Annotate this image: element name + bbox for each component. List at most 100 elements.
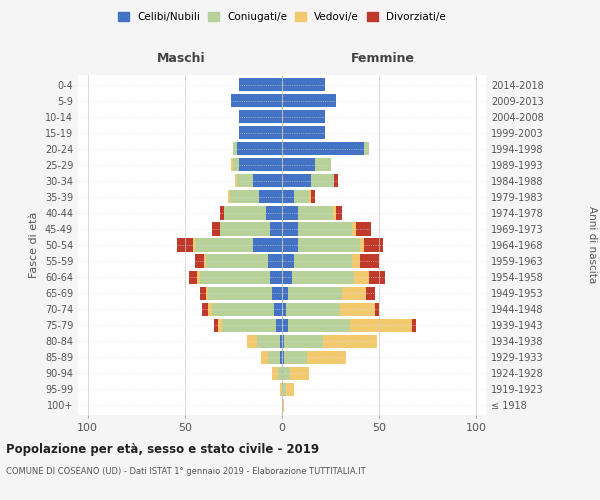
Bar bbox=[282, 126, 325, 140]
Bar bbox=[282, 254, 293, 268]
Bar bbox=[238, 142, 282, 156]
Bar bbox=[290, 366, 309, 380]
Bar bbox=[239, 126, 282, 140]
Y-axis label: Fasce di età: Fasce di età bbox=[29, 212, 39, 278]
Bar bbox=[340, 302, 375, 316]
Bar bbox=[282, 399, 284, 412]
Bar bbox=[352, 254, 360, 268]
Bar bbox=[282, 174, 311, 188]
Bar bbox=[239, 78, 282, 91]
Bar bbox=[274, 302, 282, 316]
Bar bbox=[282, 158, 315, 172]
Bar bbox=[282, 350, 284, 364]
Bar bbox=[282, 78, 325, 91]
Bar bbox=[364, 238, 383, 252]
Bar bbox=[218, 318, 222, 332]
Bar bbox=[412, 318, 416, 332]
Bar bbox=[276, 318, 282, 332]
Bar bbox=[342, 286, 365, 300]
Text: COMUNE DI COSEANO (UD) - Dati ISTAT 1° gennaio 2019 - Elaborazione TUTTITALIA.IT: COMUNE DI COSEANO (UD) - Dati ISTAT 1° g… bbox=[6, 468, 365, 476]
Bar bbox=[271, 270, 282, 283]
Bar bbox=[271, 222, 282, 235]
Bar bbox=[288, 318, 350, 332]
Text: Femmine: Femmine bbox=[351, 52, 415, 65]
Bar bbox=[220, 206, 224, 220]
Bar bbox=[284, 334, 323, 348]
Bar bbox=[206, 286, 208, 300]
Bar bbox=[177, 238, 193, 252]
Bar bbox=[260, 350, 268, 364]
Bar bbox=[193, 238, 194, 252]
Bar bbox=[298, 222, 352, 235]
Legend: Celibi/Nubili, Coniugati/e, Vedovi/e, Divorziati/e: Celibi/Nubili, Coniugati/e, Vedovi/e, Di… bbox=[116, 10, 448, 24]
Bar bbox=[360, 238, 364, 252]
Bar bbox=[315, 158, 331, 172]
Bar bbox=[323, 334, 377, 348]
Bar bbox=[282, 222, 298, 235]
Bar bbox=[257, 334, 280, 348]
Bar bbox=[280, 350, 282, 364]
Text: Maschi: Maschi bbox=[157, 52, 205, 65]
Bar bbox=[202, 302, 208, 316]
Bar bbox=[293, 190, 309, 203]
Bar bbox=[200, 286, 206, 300]
Bar bbox=[232, 158, 233, 172]
Bar bbox=[311, 190, 315, 203]
Bar bbox=[365, 286, 375, 300]
Bar bbox=[282, 318, 288, 332]
Bar bbox=[298, 206, 332, 220]
Bar bbox=[212, 222, 220, 235]
Bar bbox=[233, 142, 238, 156]
Bar bbox=[194, 254, 204, 268]
Bar bbox=[282, 366, 290, 380]
Bar bbox=[350, 318, 412, 332]
Bar bbox=[282, 238, 298, 252]
Bar bbox=[268, 350, 280, 364]
Bar bbox=[253, 174, 282, 188]
Bar bbox=[233, 158, 239, 172]
Text: Anni di nascita: Anni di nascita bbox=[587, 206, 597, 284]
Bar bbox=[247, 334, 257, 348]
Bar bbox=[282, 190, 293, 203]
Bar bbox=[360, 254, 379, 268]
Bar bbox=[282, 270, 292, 283]
Bar bbox=[282, 110, 325, 124]
Bar bbox=[224, 206, 266, 220]
Bar bbox=[282, 383, 286, 396]
Bar bbox=[370, 270, 385, 283]
Bar bbox=[364, 142, 370, 156]
Bar bbox=[354, 270, 370, 283]
Bar bbox=[356, 222, 371, 235]
Bar bbox=[208, 302, 212, 316]
Bar bbox=[272, 366, 278, 380]
Bar bbox=[292, 270, 354, 283]
Bar bbox=[220, 222, 271, 235]
Bar bbox=[197, 270, 200, 283]
Bar bbox=[286, 302, 340, 316]
Bar bbox=[334, 174, 338, 188]
Bar bbox=[253, 238, 282, 252]
Bar bbox=[332, 206, 337, 220]
Bar bbox=[232, 94, 282, 107]
Bar bbox=[204, 254, 206, 268]
Bar bbox=[280, 383, 282, 396]
Bar bbox=[282, 286, 288, 300]
Bar bbox=[239, 110, 282, 124]
Bar bbox=[286, 383, 293, 396]
Bar bbox=[266, 206, 282, 220]
Bar bbox=[282, 94, 337, 107]
Bar bbox=[222, 318, 276, 332]
Bar bbox=[282, 142, 364, 156]
Bar bbox=[278, 366, 282, 380]
Bar bbox=[189, 270, 197, 283]
Bar bbox=[208, 286, 272, 300]
Bar bbox=[212, 302, 274, 316]
Bar bbox=[230, 190, 259, 203]
Bar bbox=[337, 206, 342, 220]
Bar bbox=[311, 174, 334, 188]
Bar bbox=[227, 190, 230, 203]
Bar bbox=[293, 254, 352, 268]
Bar bbox=[309, 190, 311, 203]
Bar bbox=[235, 174, 238, 188]
Bar bbox=[239, 158, 282, 172]
